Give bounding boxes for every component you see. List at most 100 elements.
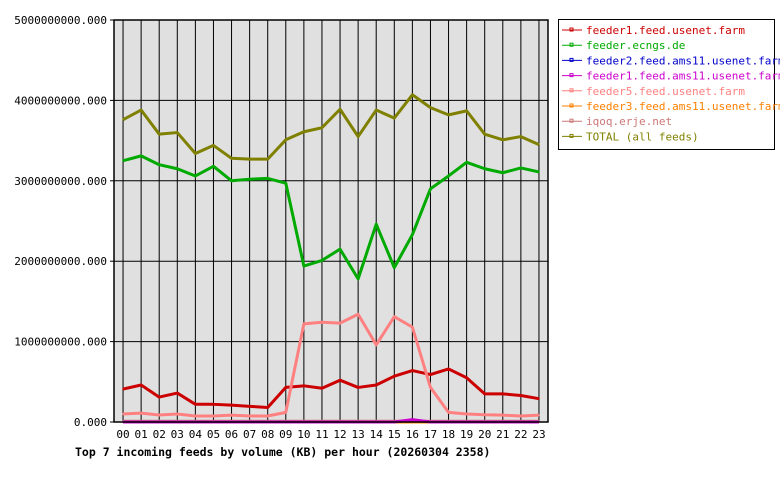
- legend-label: feeder1.feed.usenet.farm: [586, 24, 745, 37]
- data-point: [194, 403, 197, 406]
- x-tick-label: 02: [153, 428, 166, 441]
- data-point: [212, 165, 215, 168]
- x-tick-label: 13: [352, 428, 365, 441]
- data-point: [465, 161, 468, 164]
- data-point: [266, 177, 269, 180]
- legend-item: feeder5.feed.usenet.farm: [562, 85, 745, 98]
- data-point: [357, 278, 359, 280]
- x-tick-label: 03: [171, 428, 184, 441]
- legend-marker-icon: [569, 73, 574, 78]
- data-point: [321, 126, 323, 129]
- data-point: [321, 387, 323, 390]
- data-point: [357, 135, 359, 138]
- data-point: [520, 415, 522, 417]
- data-point: [194, 415, 197, 417]
- data-point: [429, 373, 432, 376]
- data-point: [339, 248, 341, 250]
- y-axis: 0.000 1000000000.000 2000000000.000 3000000…: [14, 14, 114, 429]
- legend-item: feeder1.feed.ams11.usenet.farm: [562, 70, 780, 83]
- data-point: [393, 266, 396, 269]
- x-tick-label: 00: [116, 428, 129, 441]
- data-point: [501, 414, 504, 416]
- data-point: [447, 368, 450, 370]
- data-point: [520, 135, 522, 138]
- legend-box: [558, 19, 775, 150]
- series-line: [122, 93, 540, 161]
- data-point: [411, 233, 414, 236]
- legend-item: feeder1.feed.usenet.farm: [562, 24, 745, 37]
- data-point: [501, 138, 504, 141]
- data-point: [266, 158, 269, 160]
- data-point: [429, 106, 432, 109]
- data-point: [303, 385, 305, 387]
- data-point: [393, 117, 396, 119]
- data-point: [212, 403, 215, 406]
- data-point: [122, 118, 124, 121]
- legend: feeder1.feed.usenet.farm feeder.ecngs.de f…: [558, 19, 780, 150]
- data-point: [447, 114, 450, 116]
- data-point: [303, 130, 305, 133]
- data-point: [483, 167, 486, 170]
- data-point: [411, 93, 414, 96]
- data-point: [284, 138, 287, 141]
- data-point: [375, 109, 378, 111]
- data-point: [465, 413, 468, 415]
- data-point: [538, 143, 540, 146]
- series-7: [122, 93, 540, 161]
- legend-marker-icon: [569, 88, 574, 93]
- x-tick-label: 15: [388, 428, 401, 441]
- data-point: [339, 108, 341, 111]
- legend-item: TOTAL (all feeds): [562, 130, 699, 143]
- x-tick-label: 12: [333, 428, 346, 441]
- data-point: [176, 392, 179, 394]
- data-point: [266, 415, 269, 417]
- data-point: [447, 411, 450, 414]
- legend-marker-icon: [569, 133, 574, 138]
- legend-item: iqoq.erje.net: [562, 115, 672, 128]
- data-point: [122, 159, 124, 162]
- data-point: [375, 223, 378, 226]
- series-0: [122, 367, 540, 410]
- legend-marker-icon: [569, 27, 574, 32]
- legend-label: TOTAL (all feeds): [586, 130, 699, 143]
- data-point: [230, 157, 233, 160]
- y-tick-label: 3000000000.000: [14, 175, 107, 188]
- data-point: [393, 375, 396, 377]
- y-tick-label: 5000000000.000: [14, 14, 107, 27]
- data-point: [538, 414, 540, 416]
- data-point: [501, 171, 504, 174]
- data-point: [520, 394, 522, 397]
- data-point: [248, 178, 251, 180]
- data-point: [465, 376, 468, 379]
- y-tick-label: 0.000: [74, 416, 107, 429]
- data-point: [194, 152, 197, 155]
- data-point: [429, 386, 432, 389]
- legend-label: feeder3.feed.ams11.usenet.farm: [586, 100, 780, 113]
- data-point: [230, 180, 233, 182]
- x-tick-label: 07: [243, 428, 256, 441]
- x-tick-label: 17: [424, 428, 437, 441]
- data-point: [212, 415, 215, 417]
- data-point: [483, 413, 486, 416]
- data-point: [140, 109, 142, 111]
- data-point: [321, 321, 323, 324]
- data-point: [303, 265, 305, 267]
- data-point: [122, 413, 124, 415]
- legend-marker-icon: [569, 118, 574, 123]
- series-4: [122, 312, 540, 418]
- data-point: [393, 315, 396, 318]
- data-point: [284, 411, 287, 414]
- data-point: [176, 131, 179, 134]
- x-tick-label: 21: [496, 428, 509, 441]
- data-point: [411, 418, 414, 421]
- legend-marker-icon: [569, 57, 574, 62]
- x-axis: 00 01 02 03 04 05 06 07 08 09 10 11 12 13 14 15 16 17 18 19…: [116, 428, 545, 441]
- x-tick-label: 04: [189, 428, 203, 441]
- data-point: [122, 388, 124, 390]
- legend-item: feeder3.feed.ams11.usenet.farm: [562, 100, 780, 113]
- data-point: [194, 175, 197, 177]
- legend-label: feeder1.feed.ams11.usenet.farm: [586, 70, 780, 83]
- x-tick-label: 23: [532, 428, 545, 441]
- data-point: [465, 110, 468, 112]
